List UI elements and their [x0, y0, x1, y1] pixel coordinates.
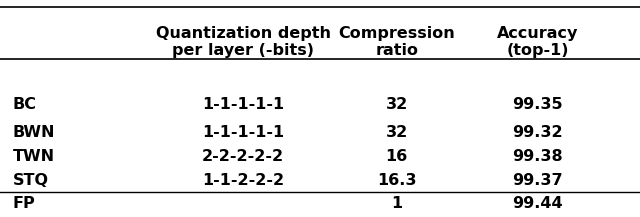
Text: 2-2-2-2-2: 2-2-2-2-2 [202, 149, 284, 164]
Text: FP: FP [13, 196, 36, 212]
Text: 99.37: 99.37 [512, 173, 563, 188]
Text: 1-1-1-1-1: 1-1-1-1-1 [202, 125, 284, 140]
Text: BWN: BWN [13, 125, 55, 140]
Text: 1: 1 [391, 196, 403, 212]
Text: 32: 32 [386, 125, 408, 140]
Text: 16: 16 [386, 149, 408, 164]
Text: BC: BC [13, 97, 36, 112]
Text: 32: 32 [386, 97, 408, 112]
Text: 1-1-1-1-1: 1-1-1-1-1 [202, 97, 284, 112]
Text: Accuracy
(top-1): Accuracy (top-1) [497, 26, 579, 58]
Text: STQ: STQ [13, 173, 49, 188]
Text: 99.35: 99.35 [512, 97, 563, 112]
Text: Quantization depth
per layer (-bits): Quantization depth per layer (-bits) [156, 26, 331, 58]
Text: 99.32: 99.32 [512, 125, 563, 140]
Text: 99.44: 99.44 [512, 196, 563, 212]
Text: TWN: TWN [13, 149, 55, 164]
Text: 99.38: 99.38 [512, 149, 563, 164]
Text: Compression
ratio: Compression ratio [339, 26, 455, 58]
Text: 16.3: 16.3 [377, 173, 417, 188]
Text: 1-1-2-2-2: 1-1-2-2-2 [202, 173, 284, 188]
